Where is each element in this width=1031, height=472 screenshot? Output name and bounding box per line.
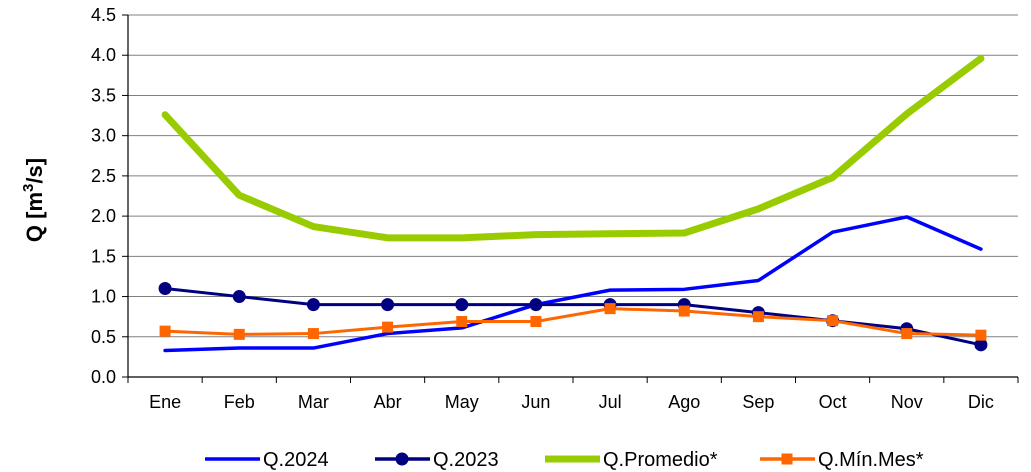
legend-marker — [781, 453, 793, 465]
x-tick-label: Mar — [298, 392, 329, 412]
y-tick-label: 2.0 — [91, 206, 116, 226]
data-point — [974, 338, 988, 352]
x-tick-label: Feb — [224, 392, 255, 412]
legend: Q.2024 Q.2023 Q.Promedio* Q.Mín.Mes* — [205, 449, 924, 471]
legend-label: Q.2023 — [433, 449, 499, 471]
grid-lines — [128, 14, 1018, 338]
y-tick-label: 2.5 — [91, 166, 116, 186]
series-line — [161, 54, 985, 242]
series-Q.Mín.Mes* — [159, 303, 987, 341]
legend-label: Q.Promedio* — [603, 449, 718, 471]
data-point — [381, 298, 395, 312]
data-point — [456, 315, 468, 327]
legend-marker — [395, 452, 409, 466]
legend-label: Q.Mín.Mes* — [818, 449, 924, 471]
data-point — [827, 315, 839, 327]
y-tick-label: 1.0 — [91, 287, 116, 307]
x-tick-label: Sep — [742, 392, 774, 412]
data-point — [530, 315, 542, 327]
y-tick-label: 3.0 — [91, 126, 116, 146]
data-point — [306, 298, 320, 312]
x-tick-label: Ene — [149, 392, 181, 412]
y-tick-label: 0.0 — [91, 367, 116, 387]
series-line — [163, 307, 983, 337]
data-point — [455, 298, 469, 312]
x-tick-label: Ago — [668, 392, 700, 412]
data-point — [382, 321, 394, 333]
data-point — [752, 311, 764, 323]
x-tick-label: Oct — [819, 392, 847, 412]
legend-label: Q.2024 — [263, 449, 329, 471]
data-point — [678, 305, 690, 317]
data-point — [232, 290, 246, 304]
data-point — [307, 328, 319, 340]
series-Q.2023 — [158, 282, 988, 352]
series-Q.Promedio* — [161, 54, 985, 242]
x-tick-label: Dic — [968, 392, 994, 412]
legend-item: Q.2024 — [205, 449, 329, 471]
x-tick-label: Abr — [374, 392, 402, 412]
data-point — [159, 325, 171, 337]
y-tick-label: 1.5 — [91, 246, 116, 266]
legend-item: Q.2023 — [375, 449, 499, 471]
series-line — [163, 215, 983, 353]
y-tick-labels: 0.0 0.5 1.0 1.5 2.0 2.5 3.0 3.5 4.0 4.5 — [91, 5, 116, 387]
x-tick-label: May — [445, 392, 479, 412]
y-tick-label: 3.5 — [91, 85, 116, 105]
y-axis-title: Q [m3/s] — [20, 158, 47, 242]
data-point — [604, 303, 616, 315]
data-point — [233, 328, 245, 340]
data-point — [529, 298, 543, 312]
series-Q.2024 — [163, 215, 983, 353]
legend-item: Q.Mín.Mes* — [760, 449, 924, 471]
x-tick-label: Jun — [521, 392, 550, 412]
y-tick-label: 4.0 — [91, 45, 116, 65]
data-point — [975, 329, 987, 341]
x-tick-labels: Ene Feb Mar Abr May Jun Jul Ago Sep Oct Nov Dic — [149, 392, 994, 412]
axes — [122, 14, 1019, 383]
series-group — [158, 54, 988, 353]
legend-item: Q.Promedio* — [545, 449, 718, 471]
data-point — [158, 282, 172, 296]
x-tick-label: Nov — [891, 392, 923, 412]
data-point — [901, 328, 913, 340]
y-tick-label: 0.5 — [91, 327, 116, 347]
y-tick-label: 4.5 — [91, 5, 116, 25]
x-tick-label: Jul — [599, 392, 622, 412]
